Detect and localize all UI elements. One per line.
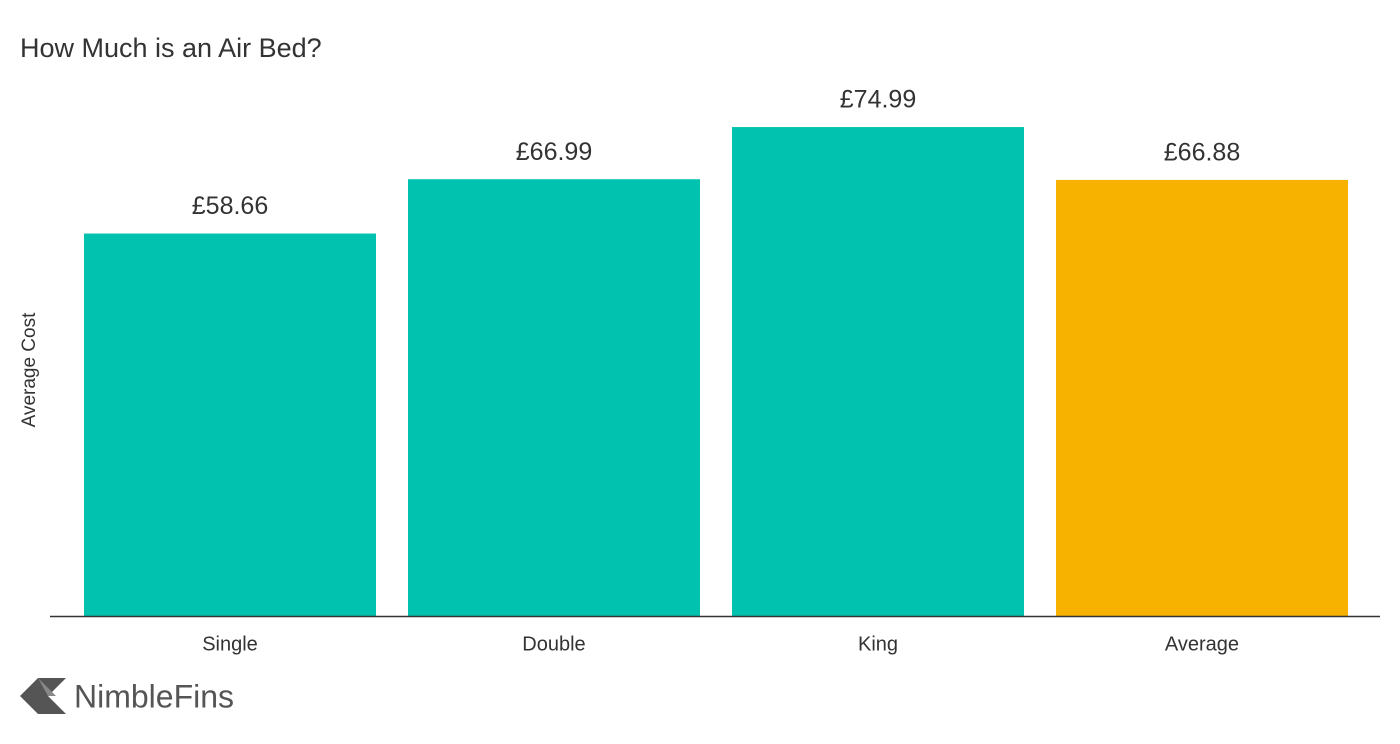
bar	[1056, 179, 1348, 617]
value-label: £58.66	[192, 192, 268, 220]
chart-title: How Much is an Air Bed?	[20, 33, 322, 63]
value-label: £74.99	[840, 86, 916, 114]
value-label: £66.88	[1164, 139, 1240, 167]
logo-text: NimbleFins	[74, 678, 234, 714]
logo: NimbleFins	[20, 678, 234, 714]
logo-icon-shade	[38, 678, 56, 696]
x-tick-label: King	[858, 633, 898, 655]
bar	[408, 179, 700, 616]
bar	[84, 233, 376, 616]
value-label: £66.99	[516, 138, 592, 166]
y-axis-label: Average Cost	[19, 312, 40, 427]
logo-icon	[20, 678, 66, 714]
x-tick-label: Single	[202, 633, 258, 655]
x-tick-label: Average	[1165, 633, 1239, 655]
x-tick-label: Double	[522, 633, 585, 655]
bar	[732, 127, 1024, 617]
